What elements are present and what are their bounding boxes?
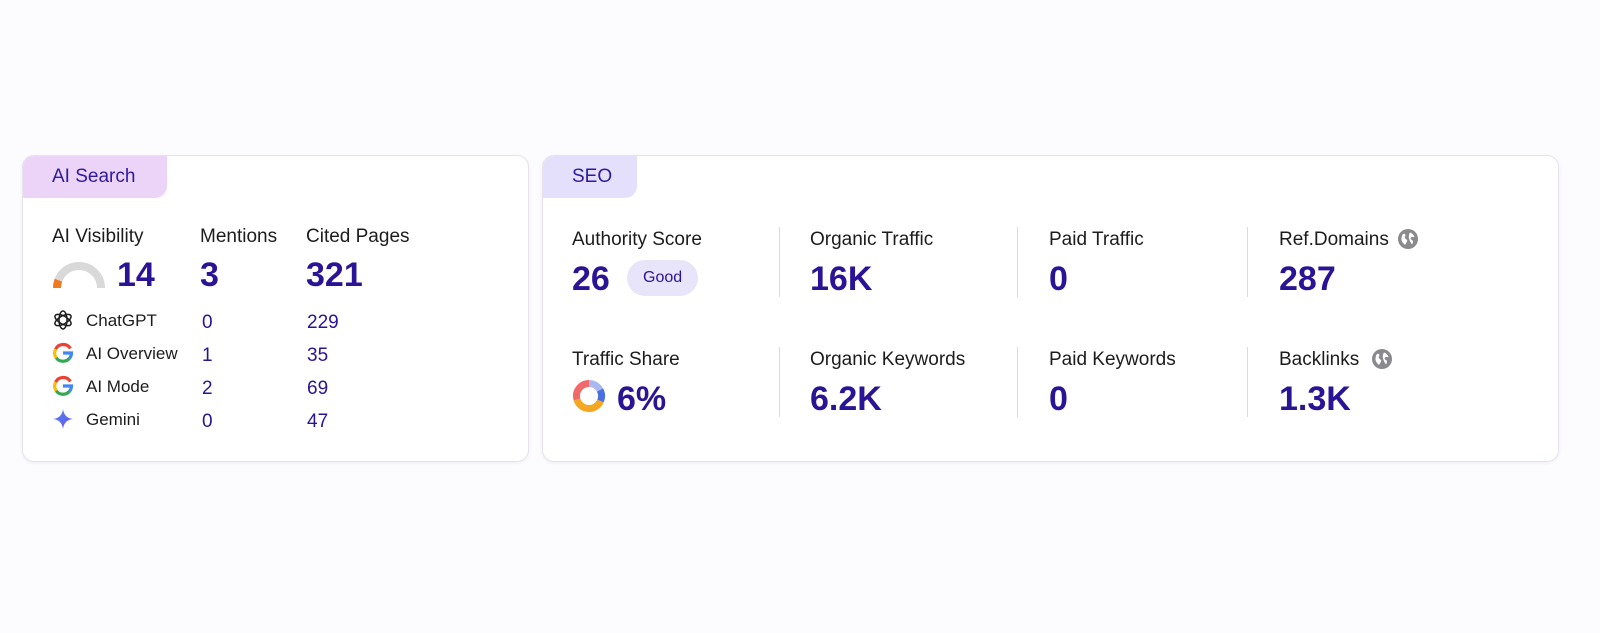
chatgpt-mentions: 0 — [202, 312, 213, 333]
organic-traffic-label: Organic Traffic — [810, 229, 934, 250]
globe-icon — [1398, 229, 1418, 249]
cited-pages-total: 321 — [306, 256, 363, 294]
google-icon — [53, 375, 74, 396]
ai-overview-cited-pages[interactable]: 35 — [307, 345, 329, 366]
source-name-chatgpt: ChatGPT — [86, 311, 157, 330]
paid-traffic-label: Paid Traffic — [1049, 229, 1144, 250]
divider — [1247, 227, 1248, 297]
gemini-icon — [53, 409, 73, 429]
authority-score-label: Authority Score — [572, 229, 702, 250]
globe-icon — [1372, 349, 1392, 369]
organic-keywords-value[interactable]: 6.2K — [810, 380, 882, 418]
ai-overview-mentions: 1 — [202, 345, 213, 366]
ai-visibility-value: 14 — [117, 256, 155, 294]
ai-search-tab[interactable]: AI Search — [23, 156, 167, 198]
donut-chart-icon — [573, 379, 606, 413]
authority-score-value: 26 — [572, 260, 610, 298]
organic-traffic-value[interactable]: 16K — [810, 260, 873, 298]
divider — [779, 227, 780, 297]
ref-domains-label: Ref.Domains — [1279, 229, 1389, 250]
source-name-ai-mode: AI Mode — [86, 377, 150, 396]
source-name-gemini: Gemini — [86, 410, 140, 429]
backlinks-value[interactable]: 1.3K — [1279, 380, 1351, 418]
cited-pages-label: Cited Pages — [306, 226, 410, 247]
gemini-mentions: 0 — [202, 411, 213, 432]
traffic-share-label: Traffic Share — [572, 349, 680, 370]
paid-keywords-value[interactable]: 0 — [1049, 380, 1068, 418]
chatgpt-cited-pages[interactable]: 229 — [307, 312, 339, 333]
paid-keywords-label: Paid Keywords — [1049, 349, 1176, 370]
divider — [1017, 227, 1018, 297]
seo-tab[interactable]: SEO — [543, 156, 637, 198]
ai-search-card: AI Search AI Visibility Mentions Cited P… — [22, 155, 529, 462]
ai-mode-cited-pages[interactable]: 69 — [307, 378, 329, 399]
ai-mode-mentions: 2 — [202, 378, 213, 399]
chatgpt-icon — [54, 310, 72, 330]
paid-traffic-value[interactable]: 0 — [1049, 260, 1068, 298]
ai-visibility-label: AI Visibility — [52, 226, 144, 247]
seo-card: SEO Authority Score 26 Good Organic Traf… — [542, 155, 1559, 462]
mentions-label: Mentions — [200, 226, 278, 247]
source-name-ai-overview: AI Overview — [86, 344, 178, 363]
ref-domains-value[interactable]: 287 — [1279, 260, 1336, 298]
backlinks-label: Backlinks — [1279, 349, 1360, 370]
authority-score-badge: Good — [627, 260, 699, 296]
divider — [779, 347, 780, 417]
google-icon — [53, 342, 74, 363]
visibility-gauge-icon — [52, 262, 105, 289]
gemini-cited-pages[interactable]: 47 — [307, 411, 329, 432]
organic-keywords-label: Organic Keywords — [810, 349, 966, 370]
divider — [1017, 347, 1018, 417]
traffic-share-value: 6% — [617, 380, 667, 418]
divider — [1247, 347, 1248, 417]
mentions-total: 3 — [200, 256, 219, 294]
